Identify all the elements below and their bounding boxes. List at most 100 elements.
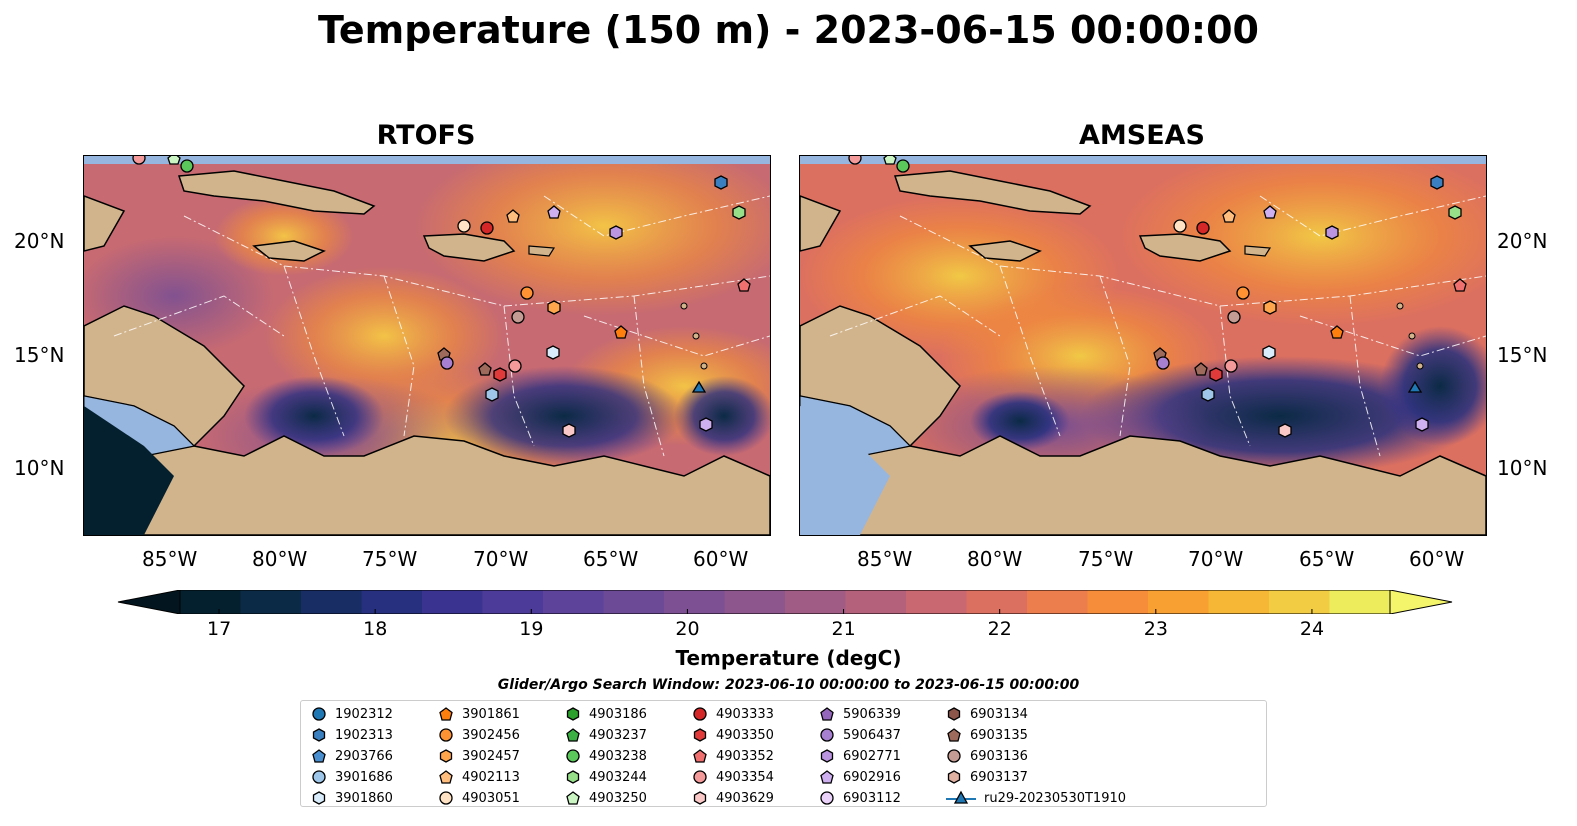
lon-tick-left-70w: 70°W [473, 547, 529, 571]
legend-label: 2903766 [335, 748, 393, 764]
hexagon-marker-icon [819, 748, 843, 764]
colorbar-segment [361, 590, 423, 614]
lat-tick-left-20n: 20°N [14, 229, 65, 253]
colorbar-segment [1027, 590, 1088, 614]
colorbar-tick-label: 18 [363, 618, 388, 640]
legend-label: 3902457 [462, 748, 520, 764]
colorbar-tick-label: 17 [207, 618, 232, 640]
colorbar-tick-label: 24 [1299, 618, 1325, 640]
colorbar-segment [301, 590, 362, 614]
colorbar-extend-high [1389, 590, 1453, 614]
hexagon-marker-icon [311, 790, 335, 806]
legend-label: 3901860 [335, 790, 393, 806]
colorbar-tick-label: 21 [831, 618, 856, 640]
pentagon-marker-icon [311, 748, 335, 764]
legend-label: 6903112 [843, 790, 901, 806]
legend-label: ru29-20230530T1910 [984, 790, 1127, 806]
pentagon-marker-icon [819, 769, 843, 785]
lon-tick-right-85w: 85°W [857, 547, 913, 571]
legend-item: ru29-20230530T1910 [946, 789, 1126, 807]
pentagon-marker-icon [565, 790, 589, 806]
lon-tick-right-60w: 60°W [1409, 547, 1465, 571]
triangle-line-marker-icon [946, 790, 984, 806]
legend-label: 5906437 [843, 727, 901, 743]
map-panel-amseas [799, 155, 1487, 536]
colorbar-segment [603, 590, 665, 614]
legend-item: 1902312 [311, 705, 393, 723]
lat-tick-left-10n: 10°N [14, 456, 65, 480]
colorbar-tick-label: 22 [987, 618, 1012, 640]
legend-label: 1902313 [335, 727, 393, 743]
colorbar-tick-label: 20 [675, 618, 700, 640]
legend-label: 3901861 [462, 706, 520, 722]
colorbar-segment [422, 590, 483, 614]
lat-tick-left-15n: 15°N [14, 343, 65, 367]
legend-item: 4903237 [565, 726, 647, 744]
lat-tick-right-20n: 20°N [1497, 229, 1548, 253]
colorbar-segment [1329, 590, 1391, 614]
legend-label: 4903186 [589, 706, 647, 722]
colorbar-segment [482, 590, 544, 614]
legend-item: 6903135 [946, 726, 1028, 744]
legend-item: 4902113 [438, 768, 520, 786]
hexagon-marker-icon [438, 748, 462, 764]
legend-item: 6903112 [819, 789, 901, 807]
circle-marker-icon [692, 706, 716, 722]
legend-label: 6903137 [970, 769, 1028, 785]
legend-label: 6903135 [970, 727, 1028, 743]
legend-item: 6902916 [819, 768, 901, 786]
legend-label: 4903352 [716, 748, 774, 764]
hexagon-marker-icon [565, 769, 589, 785]
colorbar-tick-label: 19 [519, 618, 544, 640]
hexagon-marker-icon [946, 769, 970, 785]
pentagon-marker-icon [692, 748, 716, 764]
colorbar-segment [845, 590, 907, 614]
legend-label: 4903333 [716, 706, 774, 722]
panel-title-amseas: AMSEAS [1079, 120, 1205, 151]
legend-label: 5906339 [843, 706, 901, 722]
legend-item: 4903051 [438, 789, 520, 807]
legend-label: 4903629 [716, 790, 774, 806]
legend-item: 4903250 [565, 789, 647, 807]
lon-tick-right-80w: 80°W [967, 547, 1023, 571]
colorbar-segment [664, 590, 725, 614]
pentagon-marker-icon [819, 706, 843, 722]
colorbar-extend-low [117, 590, 181, 614]
legend-item: 4903354 [692, 768, 774, 786]
legend-item: 4903238 [565, 747, 647, 765]
legend-label: 3902456 [462, 727, 520, 743]
lon-tick-right-70w: 70°W [1188, 547, 1244, 571]
circle-marker-icon [819, 727, 843, 743]
legend-item: 4903333 [692, 705, 774, 723]
pentagon-marker-icon [565, 727, 589, 743]
legend-label: 4902113 [462, 769, 520, 785]
lon-tick-left-80w: 80°W [252, 547, 308, 571]
circle-marker-icon [438, 727, 462, 743]
lon-tick-left-75w: 75°W [362, 547, 418, 571]
pentagon-marker-icon [946, 727, 970, 743]
legend-label: 4903250 [589, 790, 647, 806]
legend-item: 3902456 [438, 726, 520, 744]
legend-label: 4903354 [716, 769, 774, 785]
legend-item: 3902457 [438, 747, 520, 765]
legend-item: 6903136 [946, 747, 1028, 765]
hexagon-marker-icon [311, 727, 335, 743]
colorbar-segment [1208, 590, 1270, 614]
colorbar [117, 590, 1453, 614]
legend-label: 4903238 [589, 748, 647, 764]
legend-item: 6902771 [819, 747, 901, 765]
legend-label: 1902312 [335, 706, 393, 722]
legend-label: 6902916 [843, 769, 901, 785]
colorbar-segment [543, 590, 604, 614]
circle-marker-icon [692, 769, 716, 785]
lat-tick-right-15n: 15°N [1497, 343, 1548, 367]
hexagon-marker-icon [692, 727, 716, 743]
hexagon-marker-icon [565, 706, 589, 722]
legend-label: 6903136 [970, 748, 1028, 764]
colorbar-segment [724, 590, 786, 614]
colorbar-segment [180, 590, 241, 614]
circle-marker-icon [565, 748, 589, 764]
colorbar-segment [785, 590, 846, 614]
legend-item: 5906437 [819, 726, 901, 744]
colorbar-tick-label: 23 [1143, 618, 1168, 640]
